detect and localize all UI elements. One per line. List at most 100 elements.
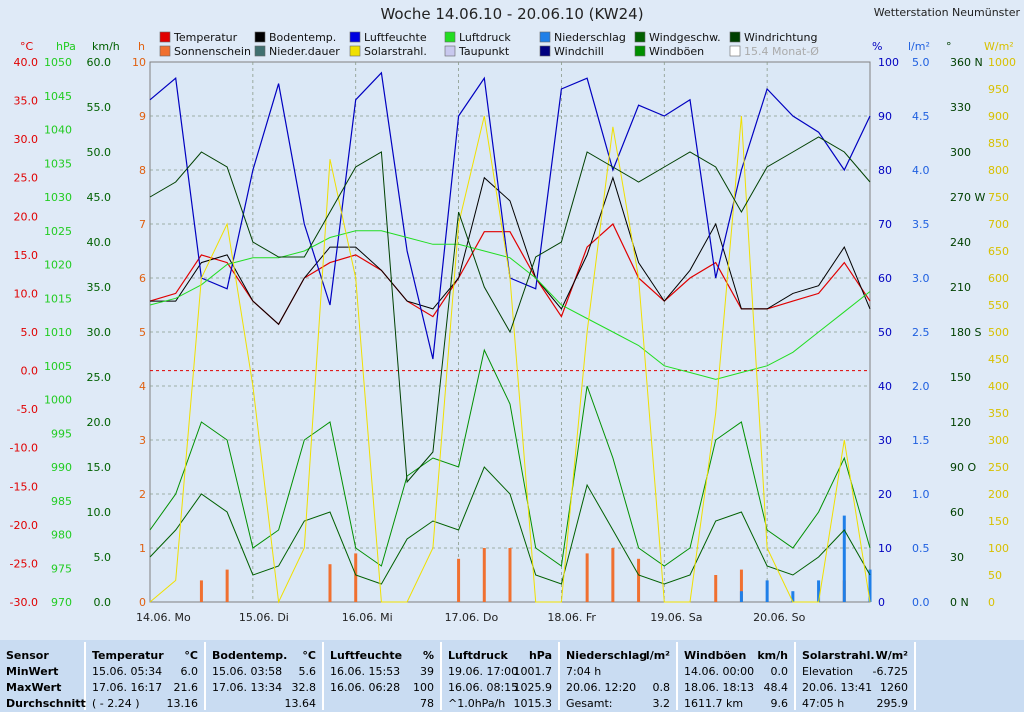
sunshine-bar xyxy=(714,575,718,602)
solar-tick: 650 xyxy=(988,245,1009,258)
legend-swatch xyxy=(634,45,646,57)
humidity-tick: 40 xyxy=(878,380,892,393)
pressure-tick: 985 xyxy=(51,495,72,508)
chart-title: Woche 14.06.10 - 20.06.10 (KW24) xyxy=(380,5,644,23)
unit-label: ° xyxy=(946,40,952,53)
sunshine-tick: 8 xyxy=(139,164,146,177)
temp-tick: -30.0 xyxy=(10,596,38,609)
series-line-luftdruck xyxy=(149,230,871,380)
solar-tick: 250 xyxy=(988,461,1009,474)
solar-tick: 900 xyxy=(988,110,1009,123)
pressure-tick: 1045 xyxy=(44,90,72,103)
unit-label: l/m² xyxy=(908,40,930,53)
sunshine-tick: 9 xyxy=(139,110,146,123)
legend-swatch xyxy=(254,45,266,57)
stats-cell-label: 19.06. 17:00 xyxy=(448,665,519,678)
legend-label: Windböen xyxy=(649,45,704,58)
legend-swatch xyxy=(444,31,456,43)
stats-cell-label: 7:04 h xyxy=(566,665,602,678)
stats-cell-value: 13.64 xyxy=(284,697,317,710)
stats-cell-value: 295.9 xyxy=(876,697,909,710)
unit-label: h xyxy=(138,40,145,53)
stats-cell-label: 17.06. 13:34 xyxy=(212,681,283,694)
stats-cell-label: 16.06. 15:53 xyxy=(330,665,401,678)
direction-tick: 210 xyxy=(950,281,971,294)
wind-tick: 60.0 xyxy=(87,56,112,69)
stats-cell-label: 20.06. 13:41 xyxy=(802,681,873,694)
stats-cell-value: 1025.9 xyxy=(513,681,553,694)
temp-tick: -10.0 xyxy=(10,442,38,455)
stats-cell-label: Gesamt: xyxy=(566,697,613,710)
stats-cell-value: 0.0 xyxy=(770,665,789,678)
temp-tick: 40.0 xyxy=(14,56,39,69)
direction-tick: 120 xyxy=(950,416,971,429)
series-line-bodentemp xyxy=(150,176,871,326)
pressure-tick: 1000 xyxy=(44,394,72,407)
pressure-tick: 980 xyxy=(51,529,72,542)
rain-tick: 3.5 xyxy=(912,218,930,231)
sunshine-tick: 10 xyxy=(132,56,146,69)
stats-col-luftdruck: Luftdruck hPa 19.06. 17:00 1001.7 16.06. 08:… xyxy=(442,642,560,710)
stats-header-unit: km/h xyxy=(757,649,788,662)
direction-tick: 150 xyxy=(950,371,971,384)
series-line-windben xyxy=(149,348,871,567)
rain-tick: 3.0 xyxy=(912,272,930,285)
stats-cell-label: ^1.0hPa/h xyxy=(448,697,506,710)
wind-tick: 5.0 xyxy=(94,551,112,564)
stats-header-name: Luftdruck xyxy=(448,649,508,662)
unit-label: hPa xyxy=(56,40,76,53)
solar-tick: 500 xyxy=(988,326,1009,339)
day-label: 18.06. Fr xyxy=(547,611,596,624)
sunshine-bar xyxy=(482,548,486,602)
stats-header-unit: % xyxy=(422,649,434,662)
rain-tick: 1.0 xyxy=(912,488,930,501)
temp-tick: -25.0 xyxy=(10,557,38,570)
legend-label: Niederschlag xyxy=(554,31,626,44)
stats-cell-value: 1260 xyxy=(880,681,908,694)
temp-tick: 0.0 xyxy=(21,365,39,378)
stats-cell-value: 3.2 xyxy=(652,697,671,710)
rain-bar xyxy=(842,515,846,602)
pressure-tick: 1025 xyxy=(44,225,72,238)
stats-row-min: MinWert xyxy=(6,665,59,678)
pressure-tick: 1030 xyxy=(44,191,72,204)
wind-tick: 25.0 xyxy=(87,371,112,384)
solar-tick: 100 xyxy=(988,542,1009,555)
direction-tick: 330 xyxy=(950,101,971,114)
legend-label: Windrichtung xyxy=(744,31,817,44)
sunshine-bar xyxy=(611,548,615,602)
unit-label: % xyxy=(872,40,882,53)
solar-tick: 150 xyxy=(988,515,1009,528)
humidity-tick: 100 xyxy=(878,56,899,69)
legend-swatch xyxy=(159,31,171,43)
wind-tick: 30.0 xyxy=(87,326,112,339)
stats-cell-value: 100 xyxy=(413,681,434,694)
stats-cell-value: 21.6 xyxy=(173,681,199,694)
legend-swatch xyxy=(539,45,551,57)
stats-col-bodentemp: Bodentemp. °C 15.06. 03:58 5.6 17.06. 13:34 3… xyxy=(206,642,324,710)
humidity-tick: 60 xyxy=(878,272,892,285)
pressure-tick: 1015 xyxy=(44,292,72,305)
legend-swatch xyxy=(254,31,266,43)
legend-label: Luftdruck xyxy=(459,31,511,44)
rain-tick: 2.0 xyxy=(912,380,930,393)
sunshine-bar xyxy=(225,569,229,602)
stats-col-temperatur: Temperatur °C 15.06. 05:34 6.0 17.06. 16:17 2… xyxy=(86,642,206,710)
stats-cell-value: 9.6 xyxy=(770,697,789,710)
pressure-tick: 1020 xyxy=(44,259,72,272)
direction-tick: 180 S xyxy=(950,326,981,339)
stats-cell-label: 17.06. 16:17 xyxy=(92,681,163,694)
stats-cell-value: 78 xyxy=(420,697,434,710)
stats-col-niederschlag: Niederschlag l/m² 7:04 h 20.06. 12:20 0.8 Ges… xyxy=(560,642,678,710)
sunshine-bar xyxy=(457,558,461,602)
legend-swatch xyxy=(444,45,456,57)
stats-header-name: Luftfeuchte xyxy=(330,649,403,662)
stats-header-unit: l/m² xyxy=(645,649,670,662)
stats-cell-value: 1015.3 xyxy=(513,697,553,710)
solar-tick: 50 xyxy=(988,569,1002,582)
direction-tick: 90 O xyxy=(950,461,976,474)
sunshine-bar xyxy=(508,548,512,602)
stats-cell-label: 20.06. 12:20 xyxy=(566,681,637,694)
solar-tick: 350 xyxy=(988,407,1009,420)
humidity-tick: 90 xyxy=(878,110,892,123)
